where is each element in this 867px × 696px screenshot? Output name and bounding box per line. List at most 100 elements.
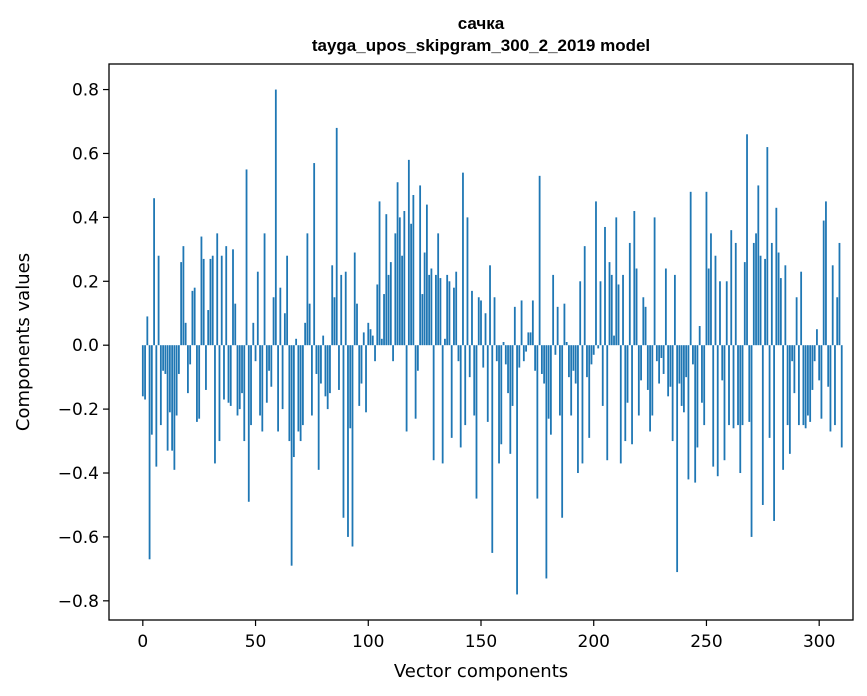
bar (263, 233, 266, 346)
bar (223, 345, 225, 400)
bar (261, 345, 264, 432)
bar (741, 345, 744, 426)
bar (184, 322, 187, 346)
bar (401, 255, 403, 346)
bar (504, 345, 507, 365)
bar (788, 345, 791, 454)
y-tick-label: −0.4 (58, 464, 99, 484)
bar (698, 326, 701, 346)
bar (635, 268, 638, 346)
bar (353, 252, 356, 346)
bar (410, 223, 413, 346)
bar (818, 345, 821, 381)
chart-title: сачка (458, 14, 505, 33)
bar (279, 287, 282, 346)
bar (333, 297, 336, 346)
bar (292, 345, 295, 458)
bar (227, 345, 230, 403)
bar (141, 345, 144, 397)
y-axis-label: Components values (13, 253, 34, 431)
bar (816, 329, 818, 346)
bar (225, 246, 228, 346)
bar (365, 345, 367, 413)
bar (453, 287, 455, 346)
bar (315, 345, 318, 374)
bar (254, 345, 257, 362)
y-axis-ticks: −0.8 −0.6 −0.4 −0.2 0.0 0.2 0.4 0.6 0.8 (58, 81, 109, 612)
bar (202, 258, 205, 346)
y-tick-label: 0.8 (72, 81, 99, 101)
bar (570, 345, 573, 416)
bar (653, 217, 656, 346)
bar (802, 345, 805, 426)
bar (766, 147, 769, 346)
bar (320, 345, 322, 384)
bar (439, 278, 442, 346)
bar (712, 345, 715, 467)
bar (734, 242, 737, 346)
bar (301, 345, 304, 426)
bar (574, 345, 577, 384)
bar (588, 345, 591, 438)
bar (671, 345, 674, 442)
bar (311, 345, 313, 416)
bar (595, 201, 597, 346)
bar (421, 294, 424, 346)
bar (236, 345, 239, 416)
bar (664, 268, 667, 346)
bar (407, 159, 410, 346)
bar (646, 345, 649, 390)
bar (613, 335, 615, 346)
bar (229, 345, 232, 406)
bar (637, 345, 640, 416)
bar (430, 268, 433, 346)
bar (552, 274, 555, 346)
bar (644, 306, 647, 346)
bar (525, 345, 527, 352)
bar (565, 342, 568, 346)
bar (241, 345, 243, 394)
bar (556, 306, 559, 346)
bar (547, 345, 550, 419)
bar (658, 345, 661, 384)
bar (549, 345, 552, 435)
bar (295, 338, 298, 346)
x-tick-label: 250 (690, 632, 722, 652)
bar (444, 338, 446, 346)
bar (428, 274, 431, 346)
bar (250, 345, 252, 426)
bar (685, 345, 688, 378)
bar (813, 345, 816, 362)
bar (290, 345, 293, 566)
bar (168, 345, 171, 413)
bar (484, 313, 487, 346)
bar (518, 345, 521, 368)
bar (755, 233, 757, 346)
bar (714, 255, 717, 346)
bar (728, 345, 730, 426)
y-tick-label: −0.6 (58, 528, 99, 548)
bar (500, 345, 503, 445)
bar (265, 345, 268, 403)
bar (274, 89, 277, 346)
bar (435, 274, 437, 346)
bar (464, 345, 467, 426)
bar (207, 310, 210, 346)
bar (838, 242, 841, 346)
bar (538, 175, 541, 346)
bar (784, 265, 787, 346)
bar (536, 345, 539, 499)
bar (703, 345, 706, 426)
bar (385, 214, 388, 346)
bar (419, 185, 422, 346)
bar (750, 345, 753, 537)
bar (493, 297, 496, 346)
bar (425, 204, 428, 346)
bar (146, 316, 149, 346)
bar (768, 345, 771, 438)
bar (155, 345, 158, 467)
bar (378, 201, 381, 346)
bar (622, 274, 624, 346)
bar (737, 345, 739, 426)
bar (540, 345, 543, 374)
